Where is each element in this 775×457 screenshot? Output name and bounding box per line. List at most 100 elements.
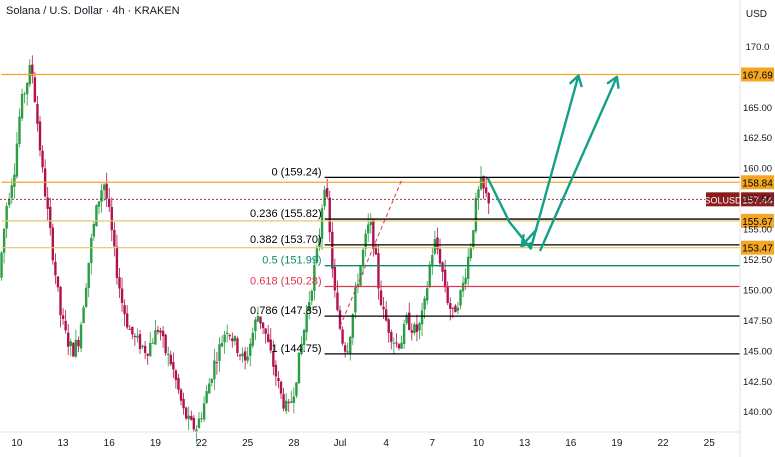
currency-label: USD	[745, 9, 767, 20]
candle-body	[328, 197, 331, 233]
candle-body	[187, 415, 190, 420]
y-tick-label: 165.00	[743, 103, 772, 114]
candle-body	[472, 230, 475, 248]
candle-body	[325, 188, 329, 197]
projection-arrow[interactable]	[538, 76, 619, 252]
candle-body	[2, 228, 6, 253]
candle-body	[443, 269, 447, 288]
candle-body	[72, 342, 75, 357]
x-tick-label: 22	[658, 438, 670, 449]
fib-level-label: 0.5 (151.99)	[262, 255, 321, 267]
candle-body	[315, 247, 319, 263]
candle-body	[143, 345, 147, 353]
candle-body	[341, 329, 344, 344]
candle-body	[218, 344, 221, 361]
candle-body	[413, 324, 416, 334]
candle-body	[92, 223, 96, 237]
candle-body	[192, 417, 196, 430]
candle-body	[361, 249, 365, 266]
candle-body	[287, 401, 290, 404]
candle-body	[300, 343, 303, 355]
candle-body	[102, 184, 106, 191]
x-tick-label: 13	[58, 438, 70, 449]
candle-body	[131, 326, 134, 335]
candle-body	[82, 307, 85, 324]
candle-body	[115, 246, 119, 278]
candle-body	[356, 284, 360, 287]
candle-body	[433, 239, 437, 254]
y-tick-label: 147.50	[743, 316, 772, 327]
candle-body	[164, 334, 167, 354]
candle-body	[420, 310, 424, 325]
candle-body	[333, 266, 337, 291]
fib-level-label: 1 (144.75)	[271, 343, 321, 355]
candle-body	[467, 256, 470, 279]
candle-body	[136, 335, 139, 338]
candle-body	[477, 189, 480, 199]
candle-body	[405, 314, 408, 324]
candle-body	[69, 341, 72, 346]
candle-body	[179, 389, 183, 401]
candle-body	[284, 400, 288, 412]
x-tick-label: 4	[383, 438, 389, 449]
price-level-tag	[741, 240, 774, 255]
candle-body	[23, 93, 26, 95]
candle-body	[436, 237, 439, 250]
x-tick-label: 10	[11, 438, 23, 449]
candle-body	[377, 253, 380, 289]
y-tick-label: 150.00	[743, 285, 772, 296]
y-tick-label: 160.00	[743, 164, 772, 175]
candle-body	[161, 330, 165, 337]
candle-body	[438, 248, 442, 264]
symbol-tag	[706, 192, 740, 207]
candle-body	[200, 418, 203, 420]
candle-body	[351, 314, 355, 338]
symbol-label: SOLUSD	[704, 195, 742, 205]
projection-arrow[interactable]	[486, 75, 580, 250]
candle-body	[15, 143, 19, 177]
candle-body	[84, 287, 88, 307]
candle-body	[231, 338, 234, 342]
candle-body	[56, 276, 60, 288]
candle-body	[425, 288, 429, 301]
candle-body	[54, 261, 57, 276]
candle-body	[208, 383, 211, 394]
x-tick-label: 28	[288, 438, 300, 449]
candle-body	[256, 315, 260, 322]
arrow-head	[606, 75, 620, 89]
dashed-trend-line[interactable]	[339, 180, 402, 327]
candle-body	[146, 353, 149, 356]
x-tick-label: 16	[104, 438, 116, 449]
candle-body	[95, 205, 98, 227]
candle-body	[5, 205, 8, 229]
candle-body	[156, 330, 160, 332]
candle-body	[251, 332, 255, 346]
candle-body	[154, 330, 157, 345]
candle-body	[59, 286, 62, 316]
candle-body	[243, 351, 247, 361]
candle-body	[336, 292, 339, 311]
candle-body	[246, 356, 249, 361]
x-tick-label: 10	[473, 438, 485, 449]
candle-body	[174, 370, 178, 381]
y-tick-label: 152.50	[743, 255, 772, 266]
candle-body	[379, 290, 383, 305]
candle-body	[10, 185, 13, 198]
candle-body	[320, 208, 324, 239]
y-tick-label: 170.0	[746, 42, 770, 53]
candle-body	[395, 342, 398, 344]
candle-body	[479, 177, 483, 190]
candle-body	[123, 305, 126, 315]
price-level-tag	[741, 175, 774, 190]
candle-body	[113, 229, 116, 247]
candle-body	[415, 324, 419, 332]
candle-body	[77, 339, 80, 347]
candle-body	[254, 319, 257, 332]
candle-body	[125, 313, 129, 328]
candle-body	[264, 328, 267, 334]
candle-body	[238, 354, 242, 356]
projection-arrow[interactable]	[520, 228, 538, 247]
candle-body	[51, 227, 55, 261]
